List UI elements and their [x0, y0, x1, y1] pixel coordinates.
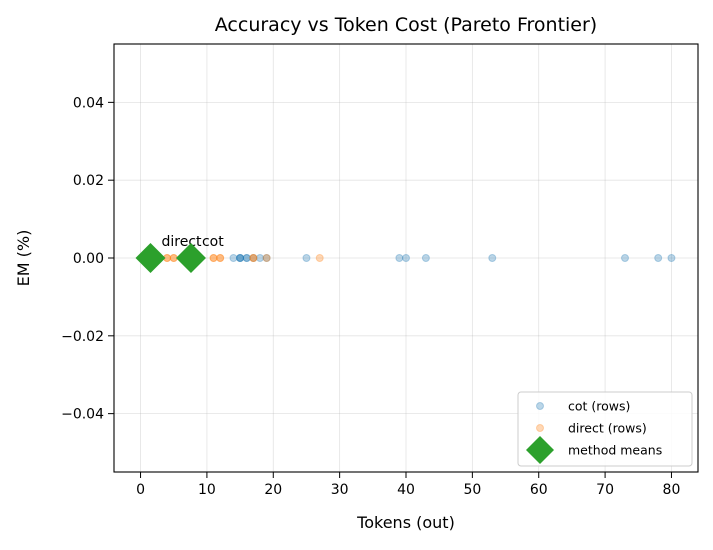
direct-row-point	[209, 254, 218, 262]
y-tick-label: 0.04	[73, 95, 104, 111]
direct-row-point	[262, 254, 271, 262]
legend-box	[517, 391, 693, 467]
direct-row-point	[209, 254, 218, 262]
x-tick-label: 50	[463, 482, 481, 498]
legend-marker	[536, 424, 544, 432]
cot-row-point	[256, 254, 264, 262]
cot-row-point	[402, 254, 410, 262]
direct-row-point	[249, 254, 258, 262]
axes: 0 10 20 30 40 50 60 70 80 −0.04 −0.02 0.00 0.02 0.04	[61, 43, 699, 498]
cot-row-point	[488, 254, 497, 262]
method-mean-label: cot	[202, 234, 224, 250]
method-mean-marker	[175, 243, 206, 273]
cot-row-point	[421, 254, 430, 262]
cot-row-point	[242, 254, 251, 262]
x-tick-label: 70	[596, 482, 614, 498]
y-tick-label: 0.00	[73, 251, 104, 267]
chart-title: Accuracy vs Token Cost (Pareto Frontier)	[215, 14, 597, 36]
data-points: direct cot	[135, 234, 676, 273]
legend: cot (rows) direct (rows) method means	[517, 391, 693, 467]
cot-row-point	[667, 254, 676, 262]
x-axis-label: Tokens (out)	[356, 513, 455, 532]
cot-row-point	[654, 254, 663, 262]
x-tick-label: 10	[198, 482, 216, 498]
y-axis-label: EM (%)	[14, 230, 33, 287]
y-tick-label: 0.02	[73, 173, 104, 189]
x-tick-label: 60	[530, 482, 548, 498]
x-tick-label: 80	[663, 482, 681, 498]
method-mean-marker	[135, 243, 166, 273]
x-tick-label: 30	[331, 482, 349, 498]
direct-row-point	[249, 254, 258, 262]
x-tick-label: 20	[264, 482, 282, 498]
direct-row-point	[216, 254, 225, 262]
cot-row-point	[621, 254, 629, 262]
y-tick-label: −0.04	[61, 407, 104, 423]
cot-row-point	[236, 254, 245, 262]
cot-row-point	[236, 254, 245, 262]
x-tick-label: 40	[397, 482, 415, 498]
cot-row-point	[229, 254, 238, 262]
legend-marker	[526, 436, 554, 464]
legend-label: method means	[568, 443, 662, 458]
cot-row-point	[302, 254, 311, 262]
cot-row-point	[249, 254, 258, 262]
cot-row-point	[236, 254, 245, 262]
x-tick-label: 0	[136, 482, 145, 498]
direct-row-point	[216, 254, 225, 262]
cot-row-point	[395, 254, 404, 262]
y-tick-label: −0.02	[61, 329, 104, 345]
method-mean-label: direct	[162, 234, 203, 250]
legend-marker	[536, 402, 544, 410]
direct-row-point	[315, 254, 324, 262]
cot-row-point	[242, 254, 251, 262]
legend-label: cot (rows)	[568, 399, 630, 414]
cot-row-point	[262, 254, 271, 262]
legend-label: direct (rows)	[568, 421, 647, 436]
